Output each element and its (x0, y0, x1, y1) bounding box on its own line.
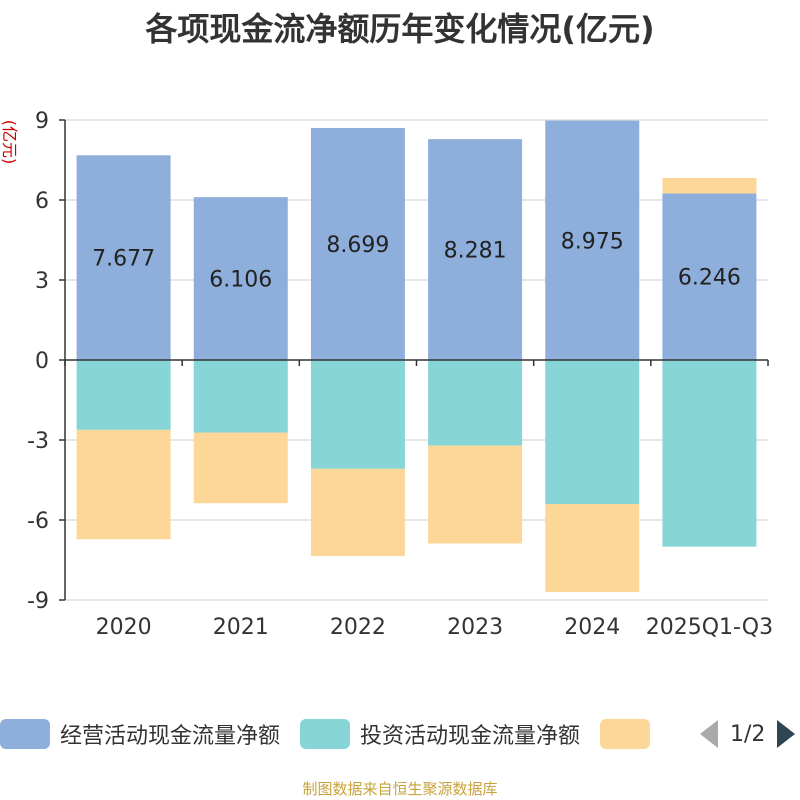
bar-1-1 (193, 360, 288, 433)
data-label: 6.106 (209, 268, 272, 293)
bar-1-3 (428, 360, 523, 446)
y-tick-label: -6 (27, 509, 49, 534)
legend-swatch-operating (0, 719, 50, 749)
bar-0-2 (310, 128, 405, 360)
bar-2-3 (428, 445, 523, 544)
data-label: 8.699 (326, 233, 389, 258)
bar-0-0 (76, 155, 171, 360)
data-label: 6.246 (678, 266, 741, 291)
bar-0-5 (662, 193, 757, 360)
bar-0-4 (545, 120, 640, 361)
y-tick-label: -3 (27, 429, 49, 454)
legend-pager: 1/2 (700, 717, 796, 751)
bar-1-0 (76, 360, 171, 430)
x-tick-label: 2021 (213, 615, 269, 640)
bar-1-2 (310, 360, 405, 469)
x-tick-label: 2022 (330, 615, 386, 640)
bar-2-5 (662, 177, 757, 194)
legend-label-investing: 投资活动现金流量净额 (360, 724, 581, 749)
bar-1-5 (662, 360, 757, 547)
y-tick-label: 9 (35, 109, 49, 134)
bar-2-4 (545, 504, 640, 592)
bar-1-4 (545, 360, 640, 504)
legend-swatch-investing (300, 719, 351, 749)
legend-item-financing[interactable] (600, 719, 660, 749)
legend-item-operating[interactable]: 经营活动现金流量净额 (0, 718, 280, 750)
y-tick-label: 6 (35, 189, 49, 214)
x-tick-label: 2020 (96, 615, 152, 640)
legend-prev-page-icon[interactable] (700, 720, 718, 748)
legend-label-operating: 经营活动现金流量净额 (60, 724, 281, 749)
chart: -9 -6 -3 0 3 6 9 (亿元) 7.677 6.106 8.699 8.281 8.975 6… (0, 109, 773, 640)
data-label: 7.677 (92, 247, 155, 272)
x-tick-label: 2023 (447, 615, 503, 640)
bar-2-2 (310, 468, 405, 556)
x-tick-label: 2025Q1-Q3 (646, 615, 773, 640)
data-label: 8.975 (561, 229, 624, 254)
data-source-note: 制图数据来自恒生聚源数据库 (302, 780, 498, 798)
legend-item-investing[interactable]: 投资活动现金流量净额 (300, 718, 580, 750)
bar-0-3 (428, 139, 523, 360)
legend-next-page-icon[interactable] (777, 720, 796, 748)
y-tick-label: 0 (35, 349, 49, 374)
legend: 经营活动现金流量净额 投资活动现金流量净额 (0, 717, 680, 751)
y-tick-label: 3 (35, 269, 49, 294)
bar-2-1 (193, 432, 288, 504)
chart-title: 各项现金流净额历年变化情况(亿元) (145, 10, 655, 48)
bar-0-1 (193, 197, 288, 360)
bar-2-0 (76, 429, 171, 540)
legend-swatch-financing (600, 719, 651, 749)
y-axis-label: (亿元) (0, 120, 19, 165)
y-tick-label: -9 (27, 589, 49, 614)
x-tick-label: 2024 (564, 615, 620, 640)
legend-page-indicator: 1/2 (730, 721, 766, 747)
data-label: 8.281 (444, 239, 507, 264)
